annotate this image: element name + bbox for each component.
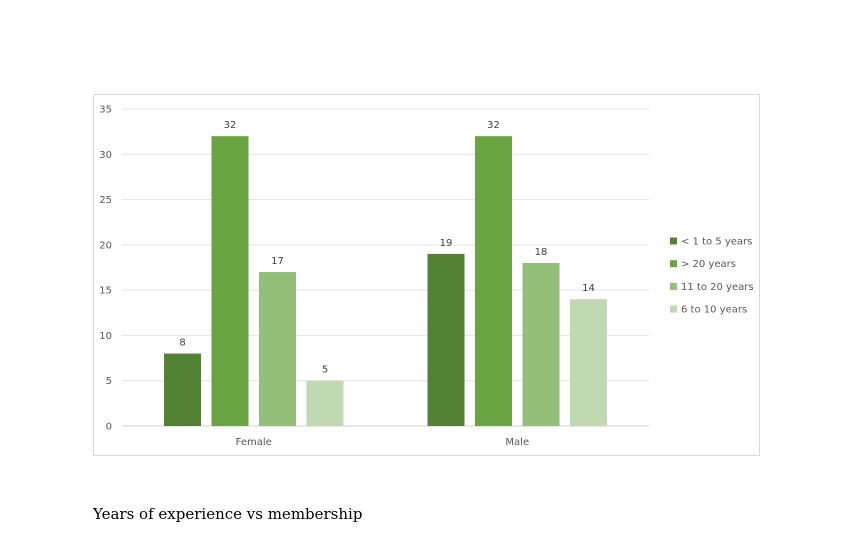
chart-frame: 0 5 10 15 20 25 30 35 8 32 17 5 Female 19 32 18 14 Male < … [93,94,760,456]
y-tick-label: 10 [99,331,112,342]
y-tick-label: 15 [99,286,112,297]
data-label: 14 [582,283,595,294]
y-tick-label: 0 [106,422,112,433]
bar [475,136,512,426]
bar-chart: 0 5 10 15 20 25 30 35 8 32 17 5 Female 19 32 18 14 Male < … [99,105,754,449]
data-label: 32 [487,120,500,131]
x-tick-label: Female [236,437,272,448]
legend-swatch [670,305,677,313]
data-label: 5 [322,365,328,376]
bar [259,272,296,426]
legend-swatch [670,237,677,245]
y-tick-label: 35 [99,105,112,116]
legend-label: 11 to 20 years [681,282,754,293]
legend-label: < 1 to 5 years [681,237,752,248]
y-tick-label: 5 [106,376,112,387]
legend-label: 6 to 10 years [681,305,747,316]
data-label: 8 [179,338,185,349]
y-tick-label: 25 [99,195,112,206]
bar [164,353,201,426]
data-label: 18 [535,247,548,258]
data-label: 32 [224,120,237,131]
y-tick-label: 30 [99,150,112,161]
bar [306,380,344,426]
legend-swatch [670,260,677,268]
figure-caption: Years of experience vs membership [93,505,363,523]
x-tick-label: Male [505,437,529,448]
bar [522,262,560,426]
bar [570,299,607,426]
data-label: 19 [440,238,453,249]
bar [427,253,465,426]
legend-label: > 20 years [681,259,736,270]
y-tick-label: 20 [99,240,112,251]
legend-swatch [670,282,677,290]
bar [211,136,249,426]
data-label: 17 [271,256,284,267]
